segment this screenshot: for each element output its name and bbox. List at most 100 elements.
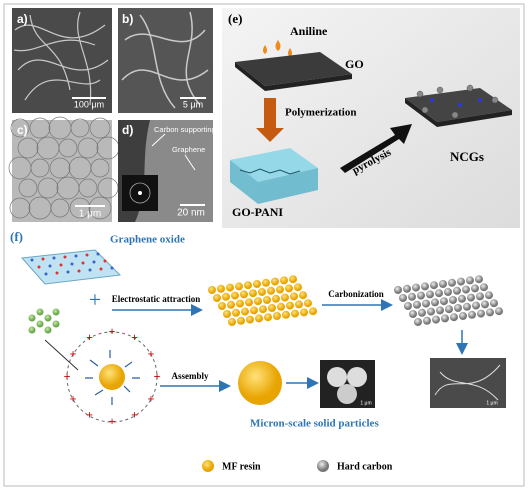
charge-dot [88,268,92,272]
plus-sign: + [70,391,77,405]
particle [259,305,267,314]
cell [77,137,99,159]
charge-dot [85,253,89,257]
plus-sign: + [148,346,155,360]
particle [486,308,494,317]
particle [241,307,249,316]
particle [466,276,474,285]
particle [404,302,412,310]
annotation: Graphene [172,145,205,154]
panel-b: b) 5 μm [118,8,213,113]
plus-sign: + [86,330,93,344]
monomer [28,314,36,322]
plus-sign: + [109,324,116,338]
particle [295,300,303,309]
plus-sign: + [154,369,161,383]
plus-sign: + [86,408,93,422]
particle [475,275,483,284]
plus-sign: + [148,391,155,405]
charge-dot [99,267,103,271]
particle [454,304,462,312]
particle [277,302,285,311]
f-label: Assembly [171,371,209,381]
charge-dot [48,264,52,268]
charge-dot [30,258,34,262]
charge-dot [77,269,81,273]
particle [430,281,438,290]
particle [262,278,270,287]
particle [480,283,488,292]
particle [441,314,449,323]
particle [421,282,429,291]
charge-dot [44,272,48,276]
frame [3,3,525,487]
particle [462,285,470,294]
annotation: Carbon supporting [154,125,216,134]
step-label: GO-PANI [232,205,283,219]
particle [291,309,299,318]
particle [255,314,263,323]
monomer [44,314,52,322]
particle [409,310,417,318]
cell [69,197,91,219]
particle [458,294,466,303]
scale-bar-label: 1 μm [79,209,101,220]
panel-e: (e) Aniline GO Polymerization GO-PANI py… [222,8,520,228]
plus-sign: + [64,369,71,383]
panel-label: c) [17,123,28,137]
cell [17,137,39,159]
particle [281,293,289,302]
particle [463,302,471,311]
particle [286,301,294,310]
particle [445,305,453,314]
step-label: NCGs [450,149,484,164]
particle [213,294,221,302]
charge-dot [103,259,107,263]
particle [273,312,281,320]
panel-label: b) [122,12,133,26]
particle [236,299,244,308]
particle [495,307,503,316]
particle [289,275,297,284]
particle [417,291,425,300]
particle [290,292,298,301]
panel-label: d) [122,123,133,137]
monomer [36,320,44,328]
scale-bar-label: 100 μm [74,99,104,109]
particle [450,313,458,322]
cell [90,158,110,178]
particle [394,286,402,294]
panel-c: c) 1 μm [8,116,120,222]
charge-dot [41,257,45,261]
particle [258,288,266,296]
monomer [52,308,60,316]
particle [246,315,254,324]
particle [237,316,245,325]
legend-label: Hard carbon [337,461,393,472]
monomer [36,308,44,316]
panel-a: a) 100 μm [12,8,112,113]
particle [449,296,457,304]
f-label: Electrostatic attraction [112,294,201,304]
f-label: Carbonization [328,289,384,299]
particle [399,294,407,302]
particle [432,315,440,324]
cell [10,118,30,138]
particle [280,276,288,285]
cell [37,177,59,199]
particle [244,281,252,290]
charge-dot [37,265,41,269]
particle [263,296,271,304]
particle [414,318,422,326]
step-label: Polymerization [285,107,356,119]
particle [403,284,411,293]
particle [232,308,240,317]
particle [253,280,261,288]
f-label: Graphene oxide [110,234,185,246]
particle [276,285,284,294]
particle [422,299,430,308]
cell [89,117,111,139]
charge-dot [59,263,63,267]
particle [468,310,476,319]
cell [18,178,38,198]
